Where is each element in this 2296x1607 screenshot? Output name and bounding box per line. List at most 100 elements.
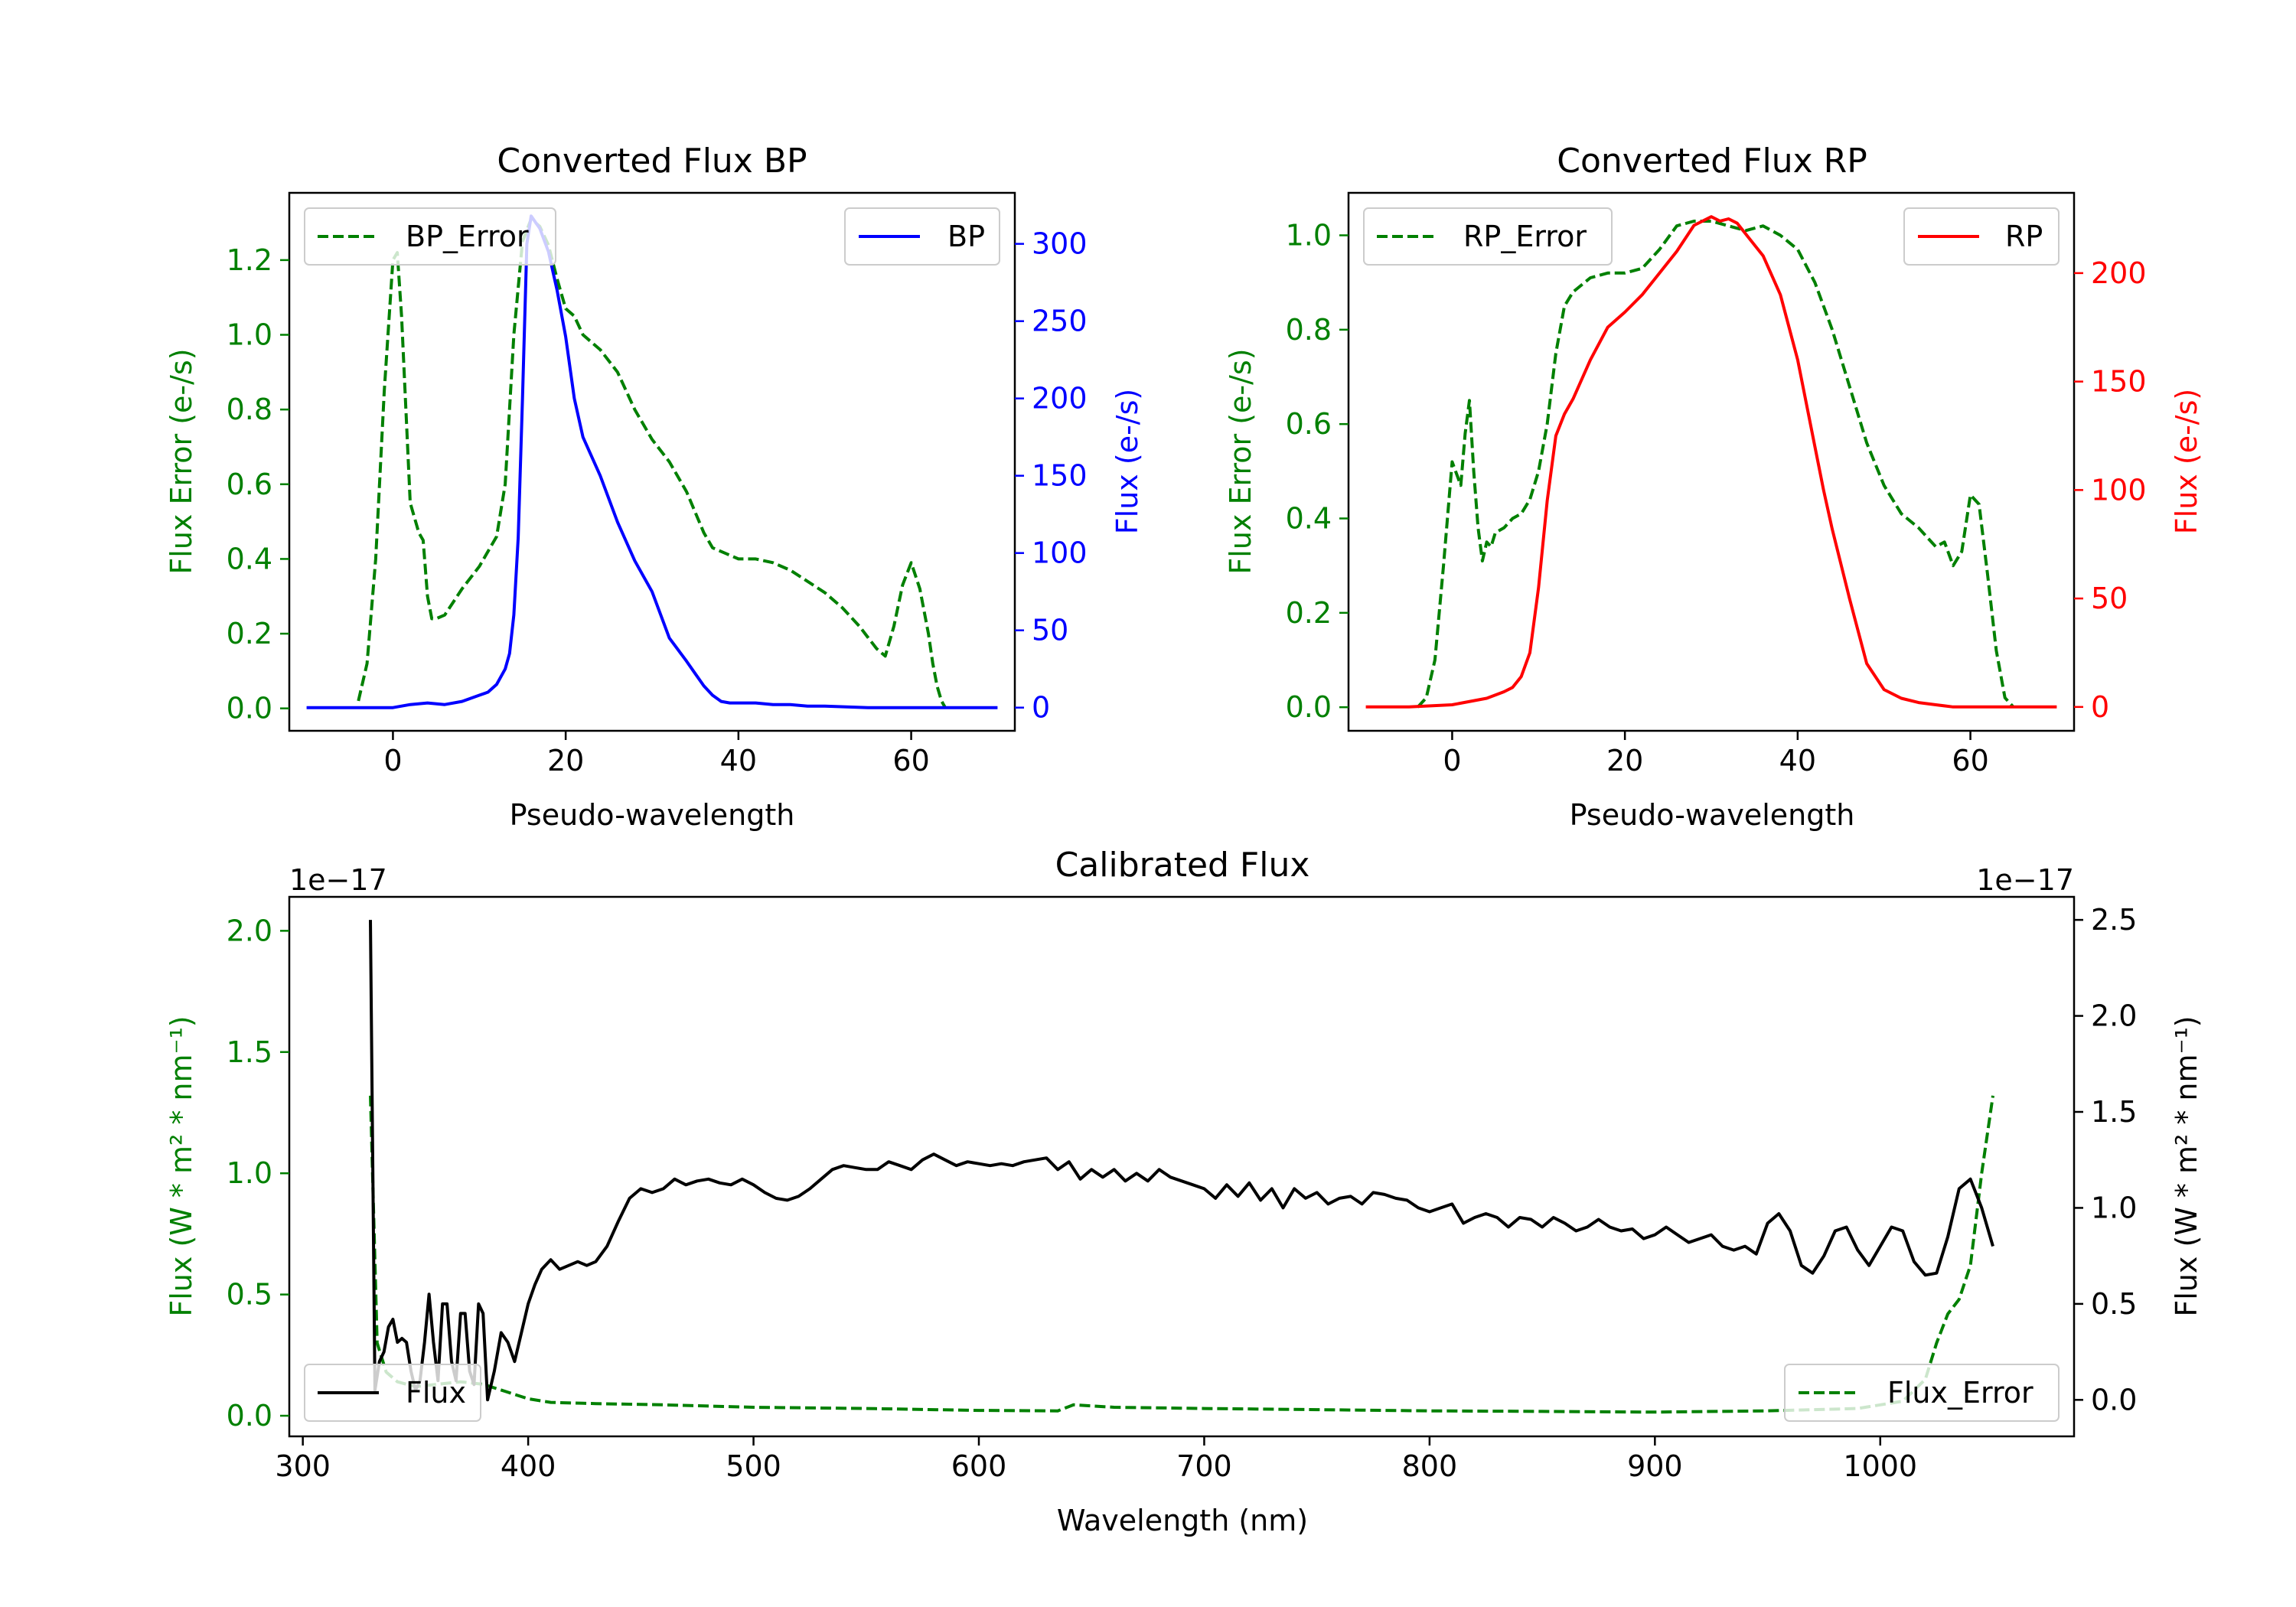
bp-right-ytick-label: 50 [1032, 614, 1068, 647]
calibrated-xtick-label: 600 [951, 1449, 1007, 1483]
rp-right-axis: 0 50 100 150 200 [2074, 256, 2147, 724]
rp-series-rp-error [1416, 220, 2015, 709]
calibrated-x-axis: 300 400 500 600 700 800 900 1000 [275, 1436, 1917, 1483]
bp-xtick-label: 60 [892, 744, 929, 777]
rp-legend-right-frame [1903, 207, 2060, 266]
calibrated-panel: Calibrated Flux 1e−17 1e−17 300 400 500 600… [165, 846, 2203, 1537]
calibrated-legend-left-label: Flux [406, 1376, 466, 1410]
calibrated-xtick-label: 500 [726, 1449, 781, 1483]
bp-xlabel: Pseudo-wavelength [510, 798, 795, 832]
calibrated-series-flux [369, 920, 1994, 1402]
calibrated-right-ytick-label: 0.5 [2091, 1287, 2137, 1321]
bp-left-ytick-label: 1.0 [227, 318, 272, 352]
calibrated-right-ytick-label: 1.5 [2091, 1095, 2137, 1129]
calibrated-left-ytick-label: 0.5 [227, 1278, 272, 1312]
rp-left-ytick-label: 0.8 [1286, 313, 1332, 347]
bp-panel: Converted Flux BP 0 20 40 60 0.00.20.40.60.… [165, 142, 1144, 832]
rp-series-rp [1365, 215, 2057, 709]
rp-left-ytick-label: 0.4 [1286, 502, 1332, 536]
rp-xtick-label: 20 [1606, 744, 1643, 777]
calibrated-right-ytick-label: 2.5 [2091, 903, 2137, 937]
calibrated-xtick-label: 800 [1402, 1449, 1458, 1483]
bp-xtick-label: 0 [383, 744, 402, 777]
rp-right-ytick-label: 50 [2091, 582, 2128, 615]
rp-left-ytick-label: 1.0 [1286, 219, 1332, 253]
rp-right-ytick-label: 200 [2091, 256, 2147, 290]
bp-series-bp [306, 214, 998, 709]
calibrated-legend-right-frame [1784, 1364, 2060, 1422]
rp-xtick-label: 60 [1952, 744, 1988, 777]
rp-legend-left-label: RP_Error [1463, 220, 1587, 253]
rp-left-ytick-label: 0.0 [1286, 690, 1332, 724]
bp-xtick-label: 20 [547, 744, 584, 777]
bp-right-ytick-label: 300 [1032, 227, 1088, 261]
bp-left-ytick-label: 0.6 [227, 468, 272, 501]
bp-left-ytick-label: 1.2 [227, 243, 272, 277]
bp-right-axis: 0 50 100 150 200 250 300 [1015, 227, 1088, 725]
calibrated-legend-right: Flux_Error [1784, 1364, 2060, 1422]
calibrated-right-ytick-label: 2.0 [2091, 999, 2137, 1033]
rp-x-axis: 0 20 40 60 [1443, 731, 1989, 777]
bp-left-ylabel: Flux Error (e-/s) [165, 348, 198, 574]
bp-right-ytick-label: 250 [1032, 305, 1088, 338]
bp-left-ytick-label: 0.4 [227, 542, 272, 575]
rp-right-ylabel: Flux (e-/s) [2170, 389, 2203, 534]
calibrated-left-ytick-label: 0.0 [227, 1399, 272, 1433]
rp-legend-right: RP [1903, 207, 2060, 266]
calibrated-xtick-label: 1000 [1843, 1449, 1917, 1483]
calibrated-left-ylabel: Flux (W * m² * nm⁻¹) [165, 1015, 198, 1316]
bp-right-ytick-label: 150 [1032, 459, 1088, 493]
bp-legend-left: BP_Error [304, 207, 556, 266]
calibrated-right-axis: 0.0 0.5 1.0 1.5 2.0 2.5 [2074, 903, 2137, 1416]
calibrated-right-ylabel: Flux (W * m² * nm⁻¹) [2170, 1015, 2203, 1316]
bp-legend-right-label: BP [947, 220, 985, 253]
calibrated-left-offset: 1e−17 [289, 863, 387, 897]
calibrated-title: Calibrated Flux [1055, 846, 1310, 885]
calibrated-legend-left: Flux [304, 1364, 481, 1422]
bp-legend-right-frame [844, 207, 1000, 266]
rp-left-axis: 0.0 0.2 0.4 0.6 0.8 1.0 [1286, 219, 1349, 724]
rp-xtick-label: 0 [1443, 744, 1461, 777]
calibrated-left-ytick-label: 1.0 [227, 1156, 272, 1190]
bp-left-ytick-label: 0.2 [227, 617, 272, 650]
rp-legend-left: RP_Error [1363, 207, 1613, 266]
rp-xlabel: Pseudo-wavelength [1570, 798, 1855, 832]
calibrated-axes-frame [288, 895, 2076, 1438]
rp-legend-right-label: RP [2005, 220, 2043, 253]
bp-left-ytick-label: 0.8 [227, 393, 272, 426]
bp-left-axis: 0.0 0.2 0.4 0.6 0.8 1.0 1.2 [227, 243, 289, 725]
bp-legend-left-frame [304, 207, 556, 266]
calibrated-xtick-label: 700 [1176, 1449, 1232, 1483]
bp-x-axis: 0 20 40 60 [383, 731, 930, 777]
calibrated-legend-right-label: Flux_Error [1887, 1376, 2033, 1410]
calibrated-legend-left-frame [304, 1364, 481, 1422]
calibrated-xlabel: Wavelength (nm) [1057, 1504, 1308, 1537]
calibrated-xtick-label: 400 [501, 1449, 556, 1483]
rp-series-layer [1365, 215, 2057, 709]
calibrated-xtick-label: 900 [1627, 1449, 1683, 1483]
bp-xtick-label: 40 [720, 744, 757, 777]
rp-right-ytick-label: 150 [2091, 365, 2147, 399]
bp-left-ytick-label: 0.0 [227, 692, 272, 725]
rp-left-ytick-label: 0.2 [1286, 596, 1332, 630]
rp-panel: Converted Flux RP 0 20 40 60 0.00.20.40.60.… [1224, 142, 2203, 832]
calibrated-left-ytick-label: 2.0 [227, 914, 272, 947]
calibrated-xtick-label: 300 [275, 1449, 331, 1483]
bp-right-ylabel: Flux (e-/s) [1110, 389, 1144, 534]
calibrated-left-ytick-label: 1.5 [227, 1035, 272, 1069]
calibrated-left-axis: 0.0 0.5 1.0 1.5 2.0 [227, 914, 289, 1433]
rp-title: Converted Flux RP [1557, 142, 1867, 181]
calibrated-right-offset: 1e−17 [1976, 863, 2074, 897]
rp-right-ytick-label: 100 [2091, 473, 2147, 507]
bp-right-ytick-label: 0 [1032, 691, 1050, 725]
bp-series-bp-error [357, 217, 947, 709]
bp-legend-left-label: BP_Error [406, 220, 529, 253]
rp-right-ytick-label: 0 [2091, 690, 2109, 724]
rp-axes-frame [1347, 191, 2076, 732]
rp-xtick-label: 40 [1779, 744, 1816, 777]
bp-title: Converted Flux BP [497, 142, 807, 181]
bp-legend-right: BP [844, 207, 1000, 266]
rp-left-ytick-label: 0.6 [1286, 407, 1332, 441]
bp-right-ytick-label: 200 [1032, 382, 1088, 416]
